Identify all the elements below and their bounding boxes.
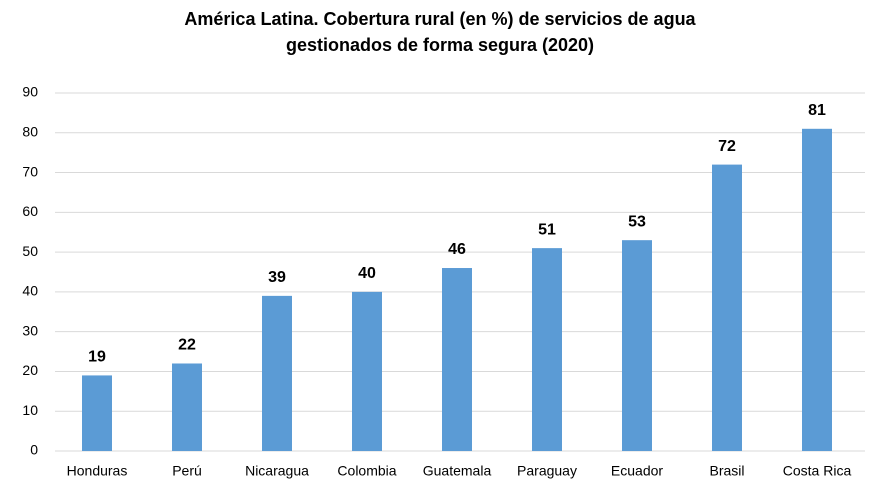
y-tick-label: 60 (22, 203, 38, 219)
chart-title: América Latina. Cobertura rural (en %) d… (184, 9, 696, 29)
y-tick-label: 90 (22, 84, 38, 100)
bar (622, 240, 652, 451)
data-label: 19 (88, 349, 106, 366)
bar (712, 164, 742, 451)
x-tick-label: Honduras (67, 463, 128, 479)
data-label: 51 (538, 221, 556, 238)
x-tick-label: Perú (172, 463, 202, 479)
x-tick-label: Paraguay (517, 463, 577, 479)
y-tick-label: 10 (22, 402, 38, 418)
y-tick-label: 0 (30, 442, 38, 458)
bar (262, 295, 292, 451)
data-label: 39 (268, 269, 286, 286)
data-label: 46 (448, 241, 466, 258)
data-label: 40 (358, 265, 376, 282)
y-tick-label: 70 (22, 163, 38, 179)
y-tick-label: 80 (22, 123, 38, 139)
bar (352, 291, 382, 451)
y-tick-label: 20 (22, 362, 38, 378)
y-tick-label: 40 (22, 283, 38, 299)
data-label: 81 (808, 102, 826, 119)
x-tick-label: Costa Rica (783, 463, 852, 479)
y-tick-label: 30 (22, 322, 38, 338)
bar (172, 363, 202, 451)
y-tick-label: 50 (22, 243, 38, 259)
x-tick-label: Ecuador (611, 463, 663, 479)
data-label: 72 (718, 138, 736, 155)
x-tick-label: Guatemala (423, 463, 492, 479)
bar (532, 248, 562, 451)
chart-title: gestionados de forma segura (2020) (286, 35, 594, 55)
bar (802, 128, 832, 452)
bar (442, 268, 472, 451)
x-tick-label: Nicaragua (245, 463, 309, 479)
x-tick-label: Colombia (337, 463, 396, 479)
bar (82, 375, 112, 451)
data-label: 22 (178, 337, 196, 354)
x-tick-label: Brasil (709, 463, 744, 479)
data-label: 53 (628, 213, 646, 230)
